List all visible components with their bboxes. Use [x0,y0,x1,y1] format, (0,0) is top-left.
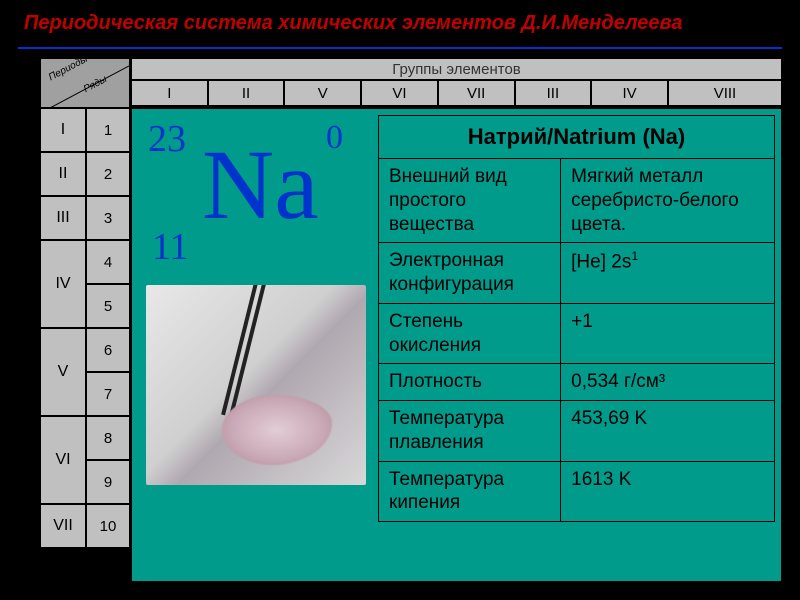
period-cell[interactable]: I [40,108,86,152]
table-row: Степень окисления+1 [379,303,775,364]
row-cell[interactable]: 5 [86,284,130,328]
element-photo [146,285,366,485]
groups-row: IIIVVIVIIIIIIVVIII [131,80,782,106]
table-row: Электронная конфигурация[He] 2s1 [379,243,775,304]
row-cell[interactable]: 6 [86,328,130,372]
element-panel: 23 0 Na 11 Натрий/Natrium (Na) Внешний в… [131,108,782,582]
row-cell[interactable]: 3 [86,196,130,240]
property-label: Внешний вид простого вещества [379,159,561,243]
property-value: Мягкий металл серебристо-белого цвета. [561,159,775,243]
row-cell[interactable]: 4 [86,240,130,284]
table-row: Плотность0,534 г/см³ [379,364,775,401]
property-value: 453,69 K [561,401,775,462]
properties-title: Натрий/Natrium (Na) [379,116,775,159]
atomic-number: 11 [152,225,189,269]
period-cell[interactable]: VI [40,416,86,504]
group-cell[interactable]: VI [361,80,438,106]
group-cell[interactable]: VII [438,80,515,106]
group-cell[interactable]: II [208,80,285,106]
table-row: Внешний вид простого веществаМягкий мета… [379,159,775,243]
row-cell[interactable]: 7 [86,372,130,416]
atomic-mass: 23 [148,117,186,161]
group-cell[interactable]: V [284,80,361,106]
table-row: Температура плавления453,69 K [379,401,775,462]
left-columns: IIIIIIIVVVIVII 12345678910 [40,108,130,548]
groups-header: Группы элементов IIIVVIVIIIIIIVVIII [40,58,782,106]
properties-table: Натрий/Natrium (Na) Внешний вид простого… [378,115,775,522]
row-cell[interactable]: 8 [86,416,130,460]
property-label: Электронная конфигурация [379,243,561,304]
property-label: Степень окисления [379,303,561,364]
periods-column: IIIIIIIVVVIVII [40,108,86,548]
property-label: Плотность [379,364,561,401]
table-row: Температура кипения1613 K [379,461,775,522]
property-value: +1 [561,303,775,364]
property-label: Температура кипения [379,461,561,522]
period-cell[interactable]: II [40,152,86,196]
period-cell[interactable]: V [40,328,86,416]
group-cell[interactable]: VIII [668,80,782,106]
property-label: Температура плавления [379,401,561,462]
period-cell[interactable]: VII [40,504,86,548]
rows-column: 12345678910 [86,108,130,548]
groups-title: Группы элементов [131,58,782,80]
element-symbol: Na [202,135,319,235]
group-cell[interactable]: IV [591,80,668,106]
row-cell[interactable]: 1 [86,108,130,152]
property-value: 0,534 г/см³ [561,364,775,401]
property-value: [He] 2s1 [561,243,775,304]
row-cell[interactable]: 2 [86,152,130,196]
row-cell[interactable]: 9 [86,460,130,504]
group-cell[interactable]: III [515,80,592,106]
row-cell[interactable]: 10 [86,504,130,548]
zero-marker: 0 [326,119,343,157]
period-cell[interactable]: IV [40,240,86,328]
group-cell[interactable]: I [131,80,208,106]
title-underline [18,47,782,49]
property-value: 1613 K [561,461,775,522]
period-cell[interactable]: III [40,196,86,240]
page-title: Периодическая система химических элемент… [0,0,800,47]
